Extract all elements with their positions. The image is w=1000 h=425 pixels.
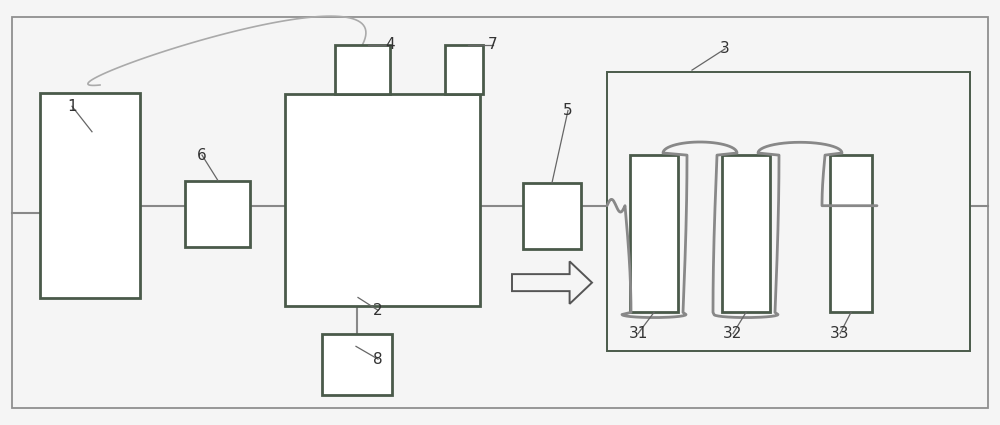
Bar xyxy=(607,72,970,351)
Text: 33: 33 xyxy=(830,326,850,341)
Bar xyxy=(830,155,872,312)
Bar xyxy=(630,155,678,312)
Bar xyxy=(285,94,480,306)
Text: 31: 31 xyxy=(628,326,648,341)
Text: 3: 3 xyxy=(720,41,730,57)
Bar xyxy=(523,183,581,249)
Text: 1: 1 xyxy=(67,99,77,114)
Bar xyxy=(322,334,392,395)
Text: 5: 5 xyxy=(563,103,573,118)
Text: 8: 8 xyxy=(373,351,383,367)
Text: 6: 6 xyxy=(197,147,207,163)
Text: 4: 4 xyxy=(385,37,395,52)
Bar xyxy=(40,94,140,298)
Text: 32: 32 xyxy=(723,326,743,341)
Bar xyxy=(445,45,483,94)
Text: 2: 2 xyxy=(373,303,383,318)
Text: 7: 7 xyxy=(488,37,498,52)
Bar xyxy=(335,45,390,94)
Polygon shape xyxy=(512,261,592,304)
Bar xyxy=(185,181,250,246)
Bar xyxy=(722,155,770,312)
